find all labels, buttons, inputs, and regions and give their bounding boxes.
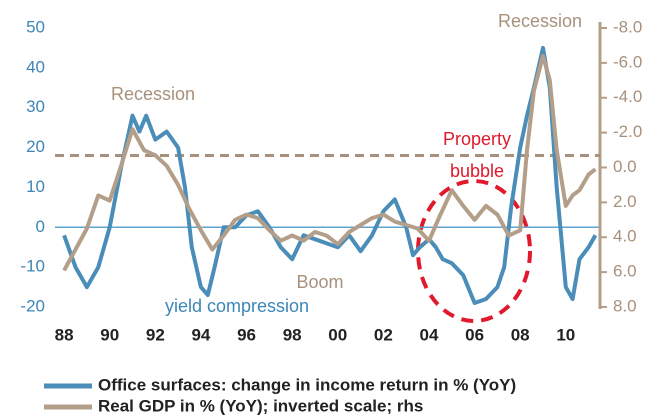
x-tick-label: 98 <box>283 325 302 344</box>
y-tick-label: 10 <box>26 177 45 196</box>
y2-tick-label: 2.0 <box>613 192 637 211</box>
highlight-ellipse <box>416 179 532 323</box>
legend-label: Real GDP in % (YoY); inverted scale; rhs <box>98 396 423 415</box>
series-line <box>62 53 597 272</box>
y2-tick-label: -4.0 <box>613 87 642 106</box>
y2-tick-label: -8.0 <box>613 17 642 36</box>
x-tick-label: 06 <box>465 325 484 344</box>
legend-label: Office surfaces: change in income return… <box>98 375 516 394</box>
x-tick-label: 00 <box>328 325 347 344</box>
annotation: Recession <box>498 11 582 31</box>
y2-tick-label: -2.0 <box>613 122 642 141</box>
y2-tick-label: 8.0 <box>613 296 637 315</box>
x-tick-label: 88 <box>55 325 74 344</box>
y2-tick-label: -6.0 <box>613 52 642 71</box>
y-tick-label: -20 <box>20 296 45 315</box>
annotation: Boom <box>296 272 343 292</box>
y-tick-label: 50 <box>26 17 45 36</box>
y-tick-label: 30 <box>26 97 45 116</box>
y2-tick-label: 0.0 <box>613 157 637 176</box>
x-tick-label: 90 <box>100 325 119 344</box>
annotation: yield compression <box>165 296 309 316</box>
y-tick-label: 40 <box>26 57 45 76</box>
x-tick-label: 10 <box>556 325 575 344</box>
x-tick-label: 92 <box>146 325 165 344</box>
x-tick-label: 04 <box>420 325 439 344</box>
y-tick-label: 0 <box>36 217 45 236</box>
series-line <box>62 45 598 305</box>
annotation: bubble <box>450 161 504 181</box>
x-tick-label: 02 <box>374 325 393 344</box>
x-tick-label: 96 <box>237 325 256 344</box>
y-tick-label: 20 <box>26 137 45 156</box>
y2-tick-label: 6.0 <box>613 262 637 281</box>
x-tick-label: 08 <box>511 325 530 344</box>
annotation: Recession <box>111 84 195 104</box>
annotation: Property <box>443 129 511 149</box>
x-tick-label: 94 <box>191 325 210 344</box>
y-tick-label: -10 <box>20 257 45 276</box>
y2-tick-label: 4.0 <box>613 227 637 246</box>
